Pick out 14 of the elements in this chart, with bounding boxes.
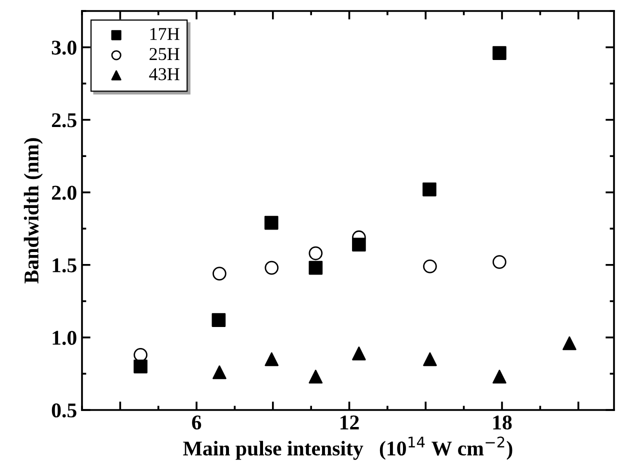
x-tick-label: 6 bbox=[192, 416, 202, 430]
y-tick-label: 1.5 bbox=[52, 258, 76, 272]
y-tick-label: 1.0 bbox=[52, 330, 76, 345]
y-tick-label: 3.0 bbox=[52, 40, 76, 55]
y-tick-label: 2.0 bbox=[52, 186, 76, 200]
x-tick-label: 12 bbox=[340, 416, 359, 430]
legend-label: 25H bbox=[150, 48, 180, 60]
x-tick-label: 18 bbox=[493, 415, 512, 430]
legend-label: 17H bbox=[150, 28, 180, 40]
x-axis-title: Main pulse intensity (10$^{14}$ W cm$^{−2}$) bbox=[183, 436, 512, 460]
legend-label: 43H bbox=[149, 68, 180, 80]
y-tick-label: 0.5 bbox=[52, 403, 76, 418]
y-tick-label: 2.5 bbox=[52, 113, 76, 128]
y-axis-title: Bandwidth (nm) bbox=[24, 138, 43, 284]
